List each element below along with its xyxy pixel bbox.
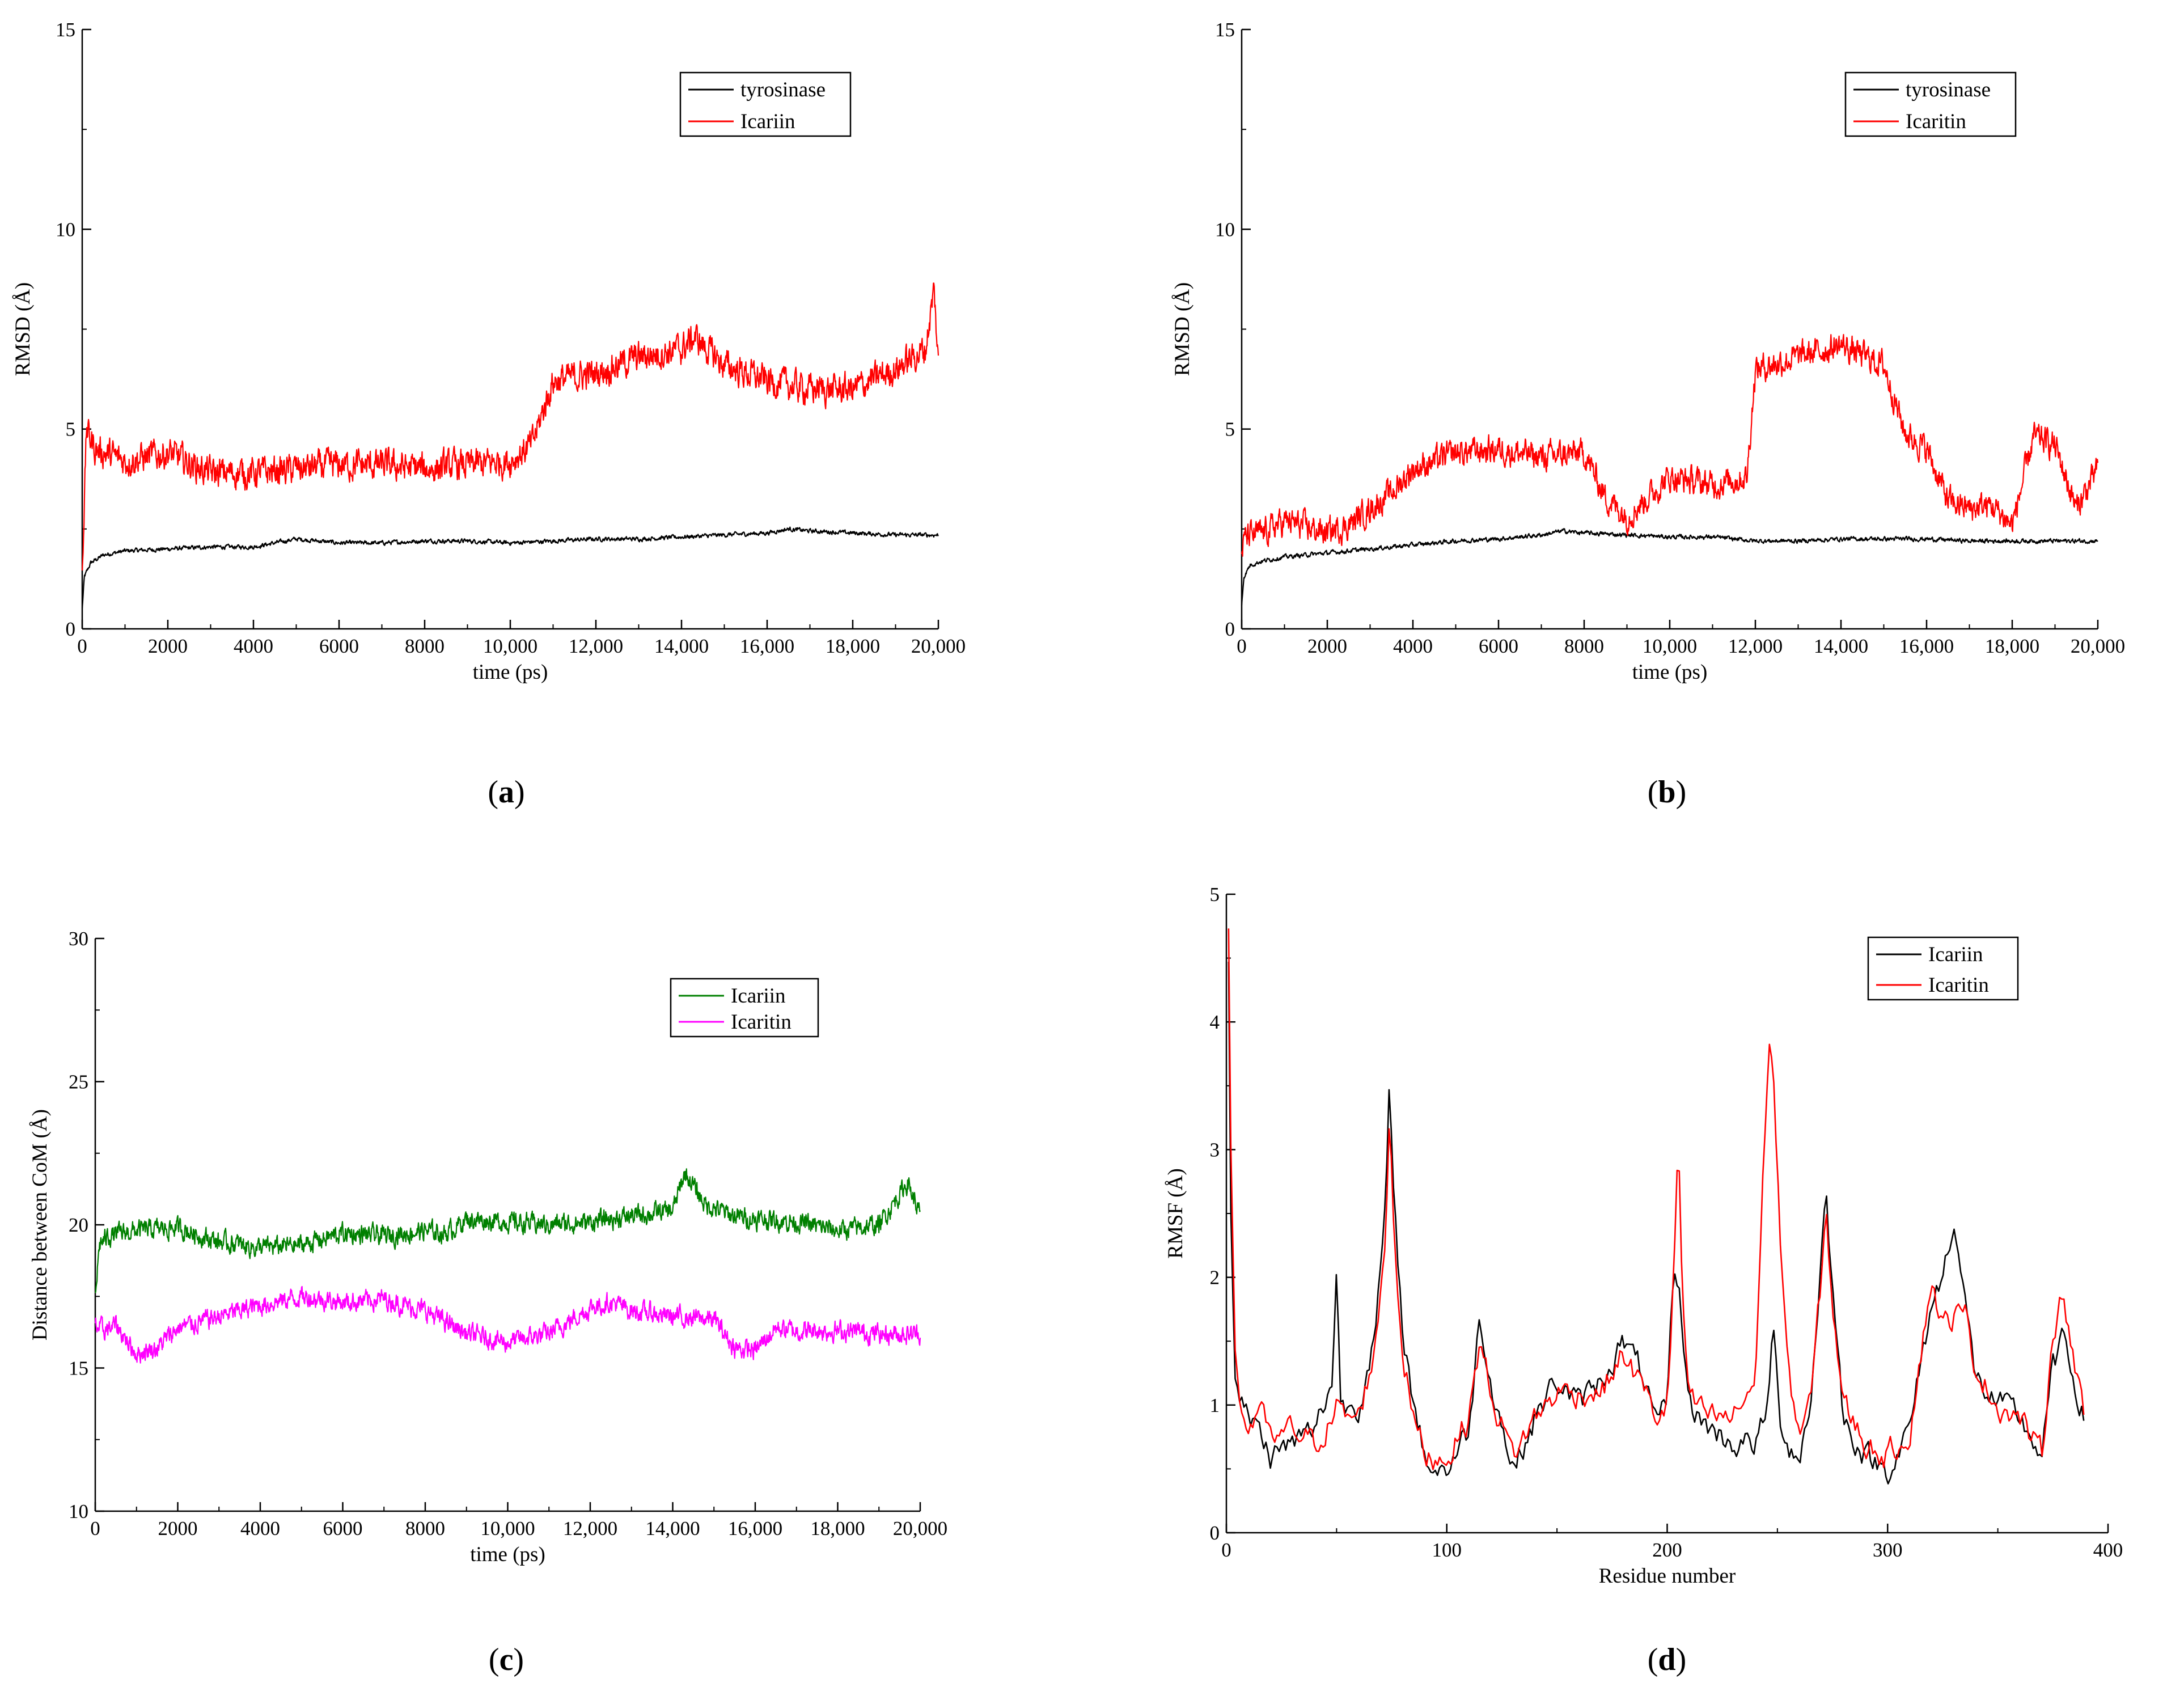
series-line-icariin	[81, 282, 939, 571]
x-tick-label: 4000	[240, 1517, 280, 1540]
x-tick-label: 12,000	[563, 1517, 617, 1540]
x-tick-label: 12,000	[1728, 635, 1783, 657]
legend-label: tyrosinase	[1906, 78, 1991, 102]
x-tick-label: 0	[1237, 635, 1247, 657]
y-tick-label: 20	[69, 1214, 88, 1236]
x-tick-label: 20,000	[2071, 635, 2125, 657]
legend-label: Icaritin	[1928, 974, 1989, 997]
x-tick-label: 0	[90, 1517, 100, 1540]
x-tick-label: 8000	[405, 635, 445, 657]
panel-caption: (d)	[1648, 1642, 1686, 1677]
y-tick-label: 10	[1215, 218, 1235, 240]
x-tick-label: 16,000	[740, 635, 794, 657]
y-tick-label: 15	[1215, 19, 1235, 41]
x-tick-label: 6000	[1479, 635, 1518, 657]
x-tick-label: 16,000	[728, 1517, 782, 1540]
x-tick-label: 14,000	[654, 635, 709, 657]
x-tick-label: 16,000	[1899, 635, 1954, 657]
y-axis-label: Distance between CoM (Å)	[28, 1109, 52, 1340]
y-tick-label: 15	[69, 1358, 88, 1380]
x-tick-label: 300	[1873, 1539, 1903, 1561]
y-tick-label: 2	[1210, 1267, 1220, 1289]
legend-box	[1844, 71, 2017, 137]
x-axis-label: Residue number	[1599, 1564, 1736, 1588]
x-tick-label: 6000	[319, 635, 359, 657]
series-line-icariin	[1228, 961, 2085, 1485]
legend: tyrosinase Icariin	[679, 71, 852, 137]
y-tick-label: 0	[1225, 618, 1235, 640]
legend-label: Icariin	[731, 984, 786, 1008]
x-tick-label: 20,000	[893, 1517, 947, 1540]
x-tick-label: 18,000	[826, 635, 880, 657]
x-tick-label: 14,000	[1814, 635, 1868, 657]
panel-d: 0 100 200 300 400 0 1 2 3 4 5 Residue number RMSF (Å…	[1164, 883, 2123, 1677]
x-tick-label: 8000	[405, 1517, 445, 1540]
x-tick-label: 8000	[1564, 635, 1604, 657]
legend: Icariin Icaritin	[1867, 936, 2019, 1001]
series-line-tyrosinase	[81, 526, 939, 608]
y-tick-label: 1	[1210, 1394, 1220, 1416]
legend-label: Icaritin	[1906, 110, 1966, 133]
panel-caption: (b)	[1648, 775, 1686, 810]
x-tick-label: 20,000	[911, 635, 966, 657]
x-tick-label: 4000	[1393, 635, 1433, 657]
y-tick-label: 15	[56, 19, 75, 41]
x-tick-label: 18,000	[810, 1517, 865, 1540]
x-tick-label: 10,000	[1643, 635, 1697, 657]
y-tick-label: 0	[66, 618, 76, 640]
series-line-icariin	[94, 1168, 921, 1293]
x-tick-label: 0	[1221, 1539, 1231, 1561]
x-tick-label: 100	[1432, 1539, 1462, 1561]
y-tick-label: 5	[1225, 418, 1235, 441]
legend-label: Icaritin	[731, 1010, 792, 1034]
y-tick-label: 0	[1210, 1522, 1220, 1544]
x-tick-label: 2000	[148, 635, 188, 657]
y-tick-label: 30	[69, 928, 88, 950]
y-axis-label: RMSD (Å)	[11, 282, 35, 377]
x-tick-label: 12,000	[569, 635, 623, 657]
y-tick-label: 4	[1210, 1011, 1220, 1033]
series-line-icaritin	[1241, 333, 2099, 557]
x-tick-label: 6000	[323, 1517, 363, 1540]
x-tick-label: 200	[1652, 1539, 1682, 1561]
panel-c: 0 2000 4000 6000 8000 10,000 12,000 14,000 16,00…	[28, 928, 947, 1677]
series-line-icaritin	[1228, 928, 2085, 1470]
panel-b: 0 2000 4000 6000 8000 10,000 12,000 14,000 16,00…	[1171, 19, 2125, 810]
x-tick-label: 4000	[234, 635, 273, 657]
legend-box	[1867, 936, 2019, 1001]
panel-caption: (a)	[488, 775, 524, 810]
series-line-tyrosinase	[1241, 528, 2098, 606]
legend-label: tyrosinase	[740, 78, 826, 102]
x-axis-label: time (ps)	[473, 661, 548, 684]
x-axis-label: time (ps)	[1632, 661, 1708, 684]
x-tick-label: 10,000	[480, 1517, 535, 1540]
y-axis-label: RMSD (Å)	[1171, 282, 1194, 377]
panel-caption: (c)	[489, 1642, 524, 1677]
x-axis-label: time (ps)	[470, 1543, 545, 1566]
legend-label: Icariin	[1928, 943, 1983, 966]
legend-box	[679, 71, 852, 137]
x-tick-label: 2000	[1307, 635, 1347, 657]
x-tick-label: 18,000	[1985, 635, 2039, 657]
y-tick-label: 5	[66, 418, 76, 441]
y-axis-label: RMSF (Å)	[1164, 1168, 1187, 1258]
x-tick-label: 14,000	[645, 1517, 700, 1540]
x-tick-label: 10,000	[483, 635, 537, 657]
y-tick-label: 10	[69, 1500, 88, 1523]
y-tick-label: 10	[56, 218, 75, 240]
panel-a: 0 2000 4000 6000 8000 10,000 12,000 14,000 16,00…	[11, 19, 966, 810]
x-tick-label: 2000	[158, 1517, 198, 1540]
legend: tyrosinase Icaritin	[1844, 71, 2017, 137]
x-tick-label: 0	[77, 635, 87, 657]
series-line-icaritin	[94, 1285, 921, 1364]
y-tick-label: 25	[69, 1071, 88, 1093]
y-tick-label: 5	[1210, 883, 1220, 906]
legend-box	[670, 978, 819, 1038]
legend-label: Icariin	[740, 110, 795, 133]
x-tick-label: 400	[2093, 1539, 2123, 1561]
y-tick-label: 3	[1210, 1139, 1220, 1161]
